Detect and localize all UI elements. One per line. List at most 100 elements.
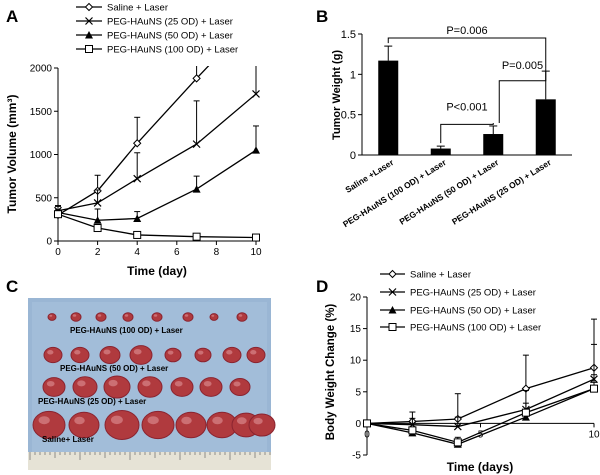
chart-a-series-3-point-4	[252, 233, 260, 242]
tumor-r0-c1	[70, 312, 82, 322]
chart-b-ytick-label-1: 0.5	[341, 110, 356, 122]
chart-d-ytick-label-0: -5	[352, 451, 361, 462]
chart-a-series-3-point-0	[54, 210, 62, 219]
photo-label-100od: PEG-HAuNS (100 OD) + Laser	[70, 326, 183, 335]
chart-d-series-group	[362, 318, 599, 448]
tumor-highlight-r1-c3	[133, 348, 142, 355]
panel-letter-a: A	[6, 7, 18, 26]
chart-d-legend-marker-3	[388, 323, 397, 331]
chart-a-legend-marker-3	[85, 45, 93, 53]
chart-b-bar-1	[430, 148, 451, 155]
chart-b-category-label-2: PEG-HAuNS (50 OD) + Laser	[397, 157, 500, 227]
chart-a-axes: 0 500 1000 1500 2000 0 2 4 6 8 10	[30, 64, 262, 259]
tumor-highlight-r1-c0	[47, 350, 54, 355]
chart-d-series-0-line	[366, 367, 595, 425]
chart-b-pvalue-0: P=0.006	[446, 25, 487, 37]
chart-d-ytick-label-2: 5	[355, 387, 361, 398]
chart-d-legend-label-3: PEG-HAuNS (100 OD) + Laser	[410, 323, 541, 334]
chart-a-series-2-point-2	[133, 214, 142, 223]
tumor-highlight-r3-c2	[110, 415, 123, 425]
tumor-highlight-r0-c2	[97, 314, 102, 317]
chart-b-ytick-label-2: 1	[350, 69, 356, 81]
chart-b: Tumor Weight (g) 00.511.5 Saline +LaserP…	[331, 25, 572, 229]
chart-a-xtick-label-5: 10	[250, 247, 262, 258]
chart-a-series-1-point-4	[252, 90, 260, 98]
tumor-r2-c2	[103, 375, 131, 399]
tumor-r1-c3	[129, 345, 153, 365]
tumor-r1-c7	[246, 346, 266, 364]
chart-a-xtick-label-4: 8	[214, 247, 220, 258]
chart-d-series-2-point-3	[521, 413, 530, 421]
chart-a-series-3-point-3	[192, 232, 201, 241]
tumor-highlight-r2-c6	[233, 381, 241, 387]
chart-b-bracket-2	[498, 68, 547, 123]
panel-letter-d: D	[316, 277, 328, 296]
tumor-highlight-r1-c6	[226, 350, 233, 355]
tumor-highlight-r0-c6	[211, 314, 215, 317]
chart-b-bracket-1	[440, 122, 494, 144]
tumor-highlight-r3-c5	[212, 416, 223, 425]
chart-b-ytick-label-0: 0	[350, 150, 356, 162]
chart-d-series-1-point-2	[453, 422, 462, 431]
tumor-r3-c4	[175, 411, 207, 439]
tumor-r1-c6	[222, 346, 242, 364]
tumor-r0-c3	[122, 312, 134, 322]
chart-b-bar-2	[483, 134, 504, 155]
chart-a-xtick-label-0: 0	[55, 247, 61, 258]
tumor-r1-c4	[164, 347, 182, 363]
chart-a-xtick-label-2: 4	[134, 247, 140, 258]
chart-b-category-label-1: PEG-HAuNS (100 OD) + Laser	[341, 157, 448, 229]
tumor-grid	[32, 312, 276, 440]
chart-a-legend: Saline + Laser PEG-HAuNS (25 OD) + Laser…	[76, 3, 238, 56]
chart-d-series-3-point-4	[590, 384, 598, 393]
chart-d-xtick-label-2: 10	[588, 429, 600, 440]
chart-d-ytick-label-4: 15	[350, 324, 362, 335]
ruler	[28, 452, 271, 470]
tumor-highlight-r2-c1	[77, 380, 86, 387]
tumor-highlight-r1-c2	[103, 349, 111, 355]
chart-d-legend-marker-0	[388, 269, 397, 279]
tumor-r2-c4	[170, 377, 194, 397]
chart-b-bar-3	[535, 99, 556, 155]
tumor-r1-c5	[194, 347, 212, 363]
chart-b-pvalue-2: P=0.005	[502, 60, 543, 72]
chart-d-legend-marker-1	[388, 288, 397, 296]
chart-a-legend-marker-0	[84, 2, 94, 12]
tumor-r0-c2	[95, 312, 107, 322]
chart-a-series-1-line	[57, 93, 257, 212]
chart-b-ylabel: Tumor Weight (g)	[331, 50, 343, 140]
chart-b-category-label-0: Saline +Laser	[343, 157, 396, 195]
chart-d-legend-label-2: PEG-HAuNS (50 OD) + Laser	[410, 306, 536, 317]
tumor-r3-c7	[248, 413, 276, 437]
chart-d-plot	[362, 318, 599, 448]
chart-d-legend-label-1: PEG-HAuNS (25 OD) + Laser	[410, 288, 536, 299]
tumor-highlight-r0-c0	[49, 314, 53, 317]
chart-b-bracket-0	[387, 37, 547, 69]
chart-b-category-label-3: PEG-HAuNS (25 OD) + Laser	[450, 157, 553, 227]
tumor-r3-c3	[141, 410, 175, 440]
tumor-highlight-r0-c1	[72, 314, 77, 317]
tumor-highlight-r1-c7	[250, 350, 257, 355]
tumor-highlight-r2-c0	[46, 380, 55, 387]
tumor-highlight-r0-c5	[184, 314, 189, 317]
tumor-r2-c1	[72, 376, 98, 398]
tumor-highlight-r2-c4	[174, 380, 183, 387]
tumor-highlight-r1-c4	[167, 350, 174, 355]
chart-d-series-3-point-2	[453, 438, 462, 447]
chart-a-series-2-point-3	[192, 185, 201, 193]
chart-a-series-0-point-4	[253, 13, 260, 20]
tumor-r2-c5	[199, 377, 223, 397]
chart-a-ytick-label-3: 1500	[30, 107, 53, 118]
chart-d-ytick-label-3: 10	[350, 356, 362, 367]
tumor-highlight-r1-c5	[197, 350, 204, 355]
chart-a-legend-label-0: Saline + Laser	[107, 3, 168, 14]
chart-d-xtick-label-0: 0	[364, 429, 370, 440]
chart-d-legend-marker-2	[388, 306, 397, 314]
chart-a-legend-marker-1	[85, 17, 93, 25]
chart-a-legend-label-3: PEG-HAuNS (100 OD) + Laser	[107, 45, 238, 56]
tumor-highlight-r0-c7	[238, 314, 243, 317]
chart-a-series-2-line	[57, 149, 257, 221]
tumor-highlight-r2-c5	[203, 380, 212, 387]
